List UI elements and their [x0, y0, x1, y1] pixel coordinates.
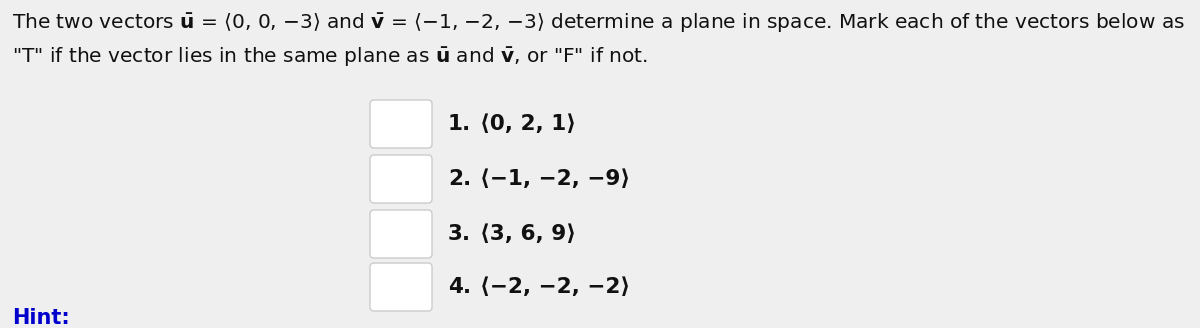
Text: 1.: 1.: [448, 114, 472, 134]
FancyBboxPatch shape: [370, 263, 432, 311]
FancyBboxPatch shape: [370, 210, 432, 258]
Text: The two vectors $\mathbf{\bar{u}}$ = ⟨0, 0, −3⟩ and $\mathbf{\bar{v}}$ = ⟨−1, −2: The two vectors $\mathbf{\bar{u}}$ = ⟨0,…: [12, 12, 1184, 35]
Text: ⟨3, 6, 9⟩: ⟨3, 6, 9⟩: [480, 224, 576, 244]
FancyBboxPatch shape: [370, 155, 432, 203]
Text: 4.: 4.: [448, 277, 472, 297]
Text: "T" if the vector lies in the same plane as $\mathbf{\bar{u}}$ and $\mathbf{\bar: "T" if the vector lies in the same plane…: [12, 46, 648, 69]
Text: ⟨−2, −2, −2⟩: ⟨−2, −2, −2⟩: [480, 277, 630, 297]
Text: ⟨−1, −2, −9⟩: ⟨−1, −2, −9⟩: [480, 169, 630, 189]
FancyBboxPatch shape: [370, 100, 432, 148]
Text: 3.: 3.: [448, 224, 472, 244]
Text: Hint:: Hint:: [12, 308, 70, 328]
Text: ⟨0, 2, 1⟩: ⟨0, 2, 1⟩: [480, 114, 576, 134]
Text: 2.: 2.: [448, 169, 472, 189]
